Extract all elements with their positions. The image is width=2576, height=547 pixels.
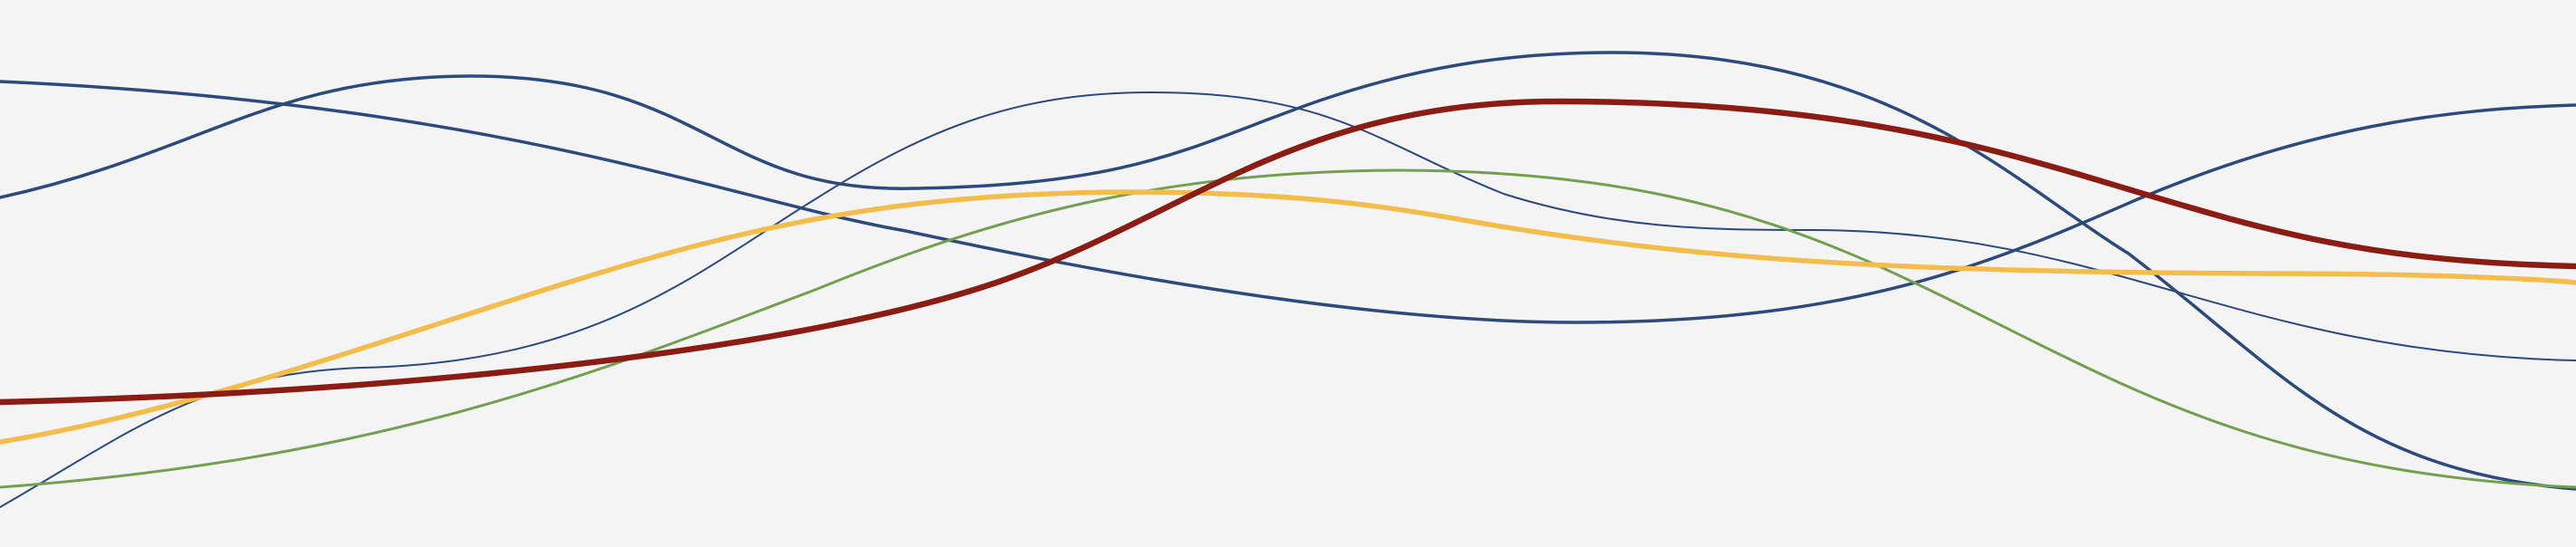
wave-green <box>0 168 2576 489</box>
wave-blue-long <box>0 80 2576 324</box>
wave-blue-loop <box>0 51 2576 491</box>
wave-blue-thin <box>0 91 2576 508</box>
wave-red <box>0 98 2576 406</box>
wave-gold <box>0 189 2576 445</box>
